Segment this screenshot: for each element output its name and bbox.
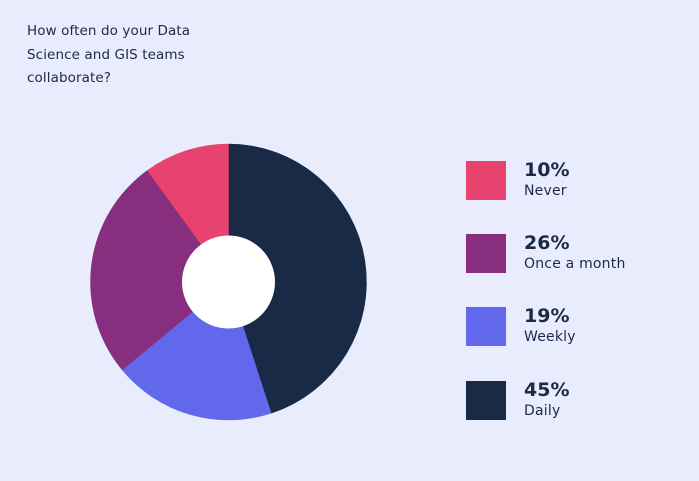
legend-item-once-a-month: 26% Once a month bbox=[466, 232, 686, 274]
legend-label: Never bbox=[524, 183, 567, 199]
legend-swatch bbox=[466, 161, 506, 200]
legend-percent: 19% bbox=[524, 305, 570, 327]
donut-hole bbox=[182, 235, 275, 329]
legend-swatch bbox=[466, 307, 506, 346]
legend-percent: 45% bbox=[524, 379, 570, 401]
legend-label: Once a month bbox=[524, 256, 626, 272]
chart-title: How often do your Data Science and GIS t… bbox=[27, 23, 191, 86]
legend-swatch bbox=[466, 234, 506, 273]
slice-once-a-month bbox=[90, 170, 229, 371]
legend-percent: 26% bbox=[524, 232, 570, 254]
slice-daily bbox=[228, 143, 367, 414]
legend-percent: 10% bbox=[524, 159, 570, 181]
legend-swatch bbox=[466, 381, 506, 420]
legend-label: Daily bbox=[524, 403, 561, 419]
legend-item-daily: 45% Daily bbox=[466, 379, 686, 421]
legend-label: Weekly bbox=[524, 329, 576, 345]
legend-item-never: 10% Never bbox=[466, 159, 686, 201]
legend-item-weekly: 19% Weekly bbox=[466, 305, 686, 347]
donut-slices bbox=[90, 143, 367, 421]
